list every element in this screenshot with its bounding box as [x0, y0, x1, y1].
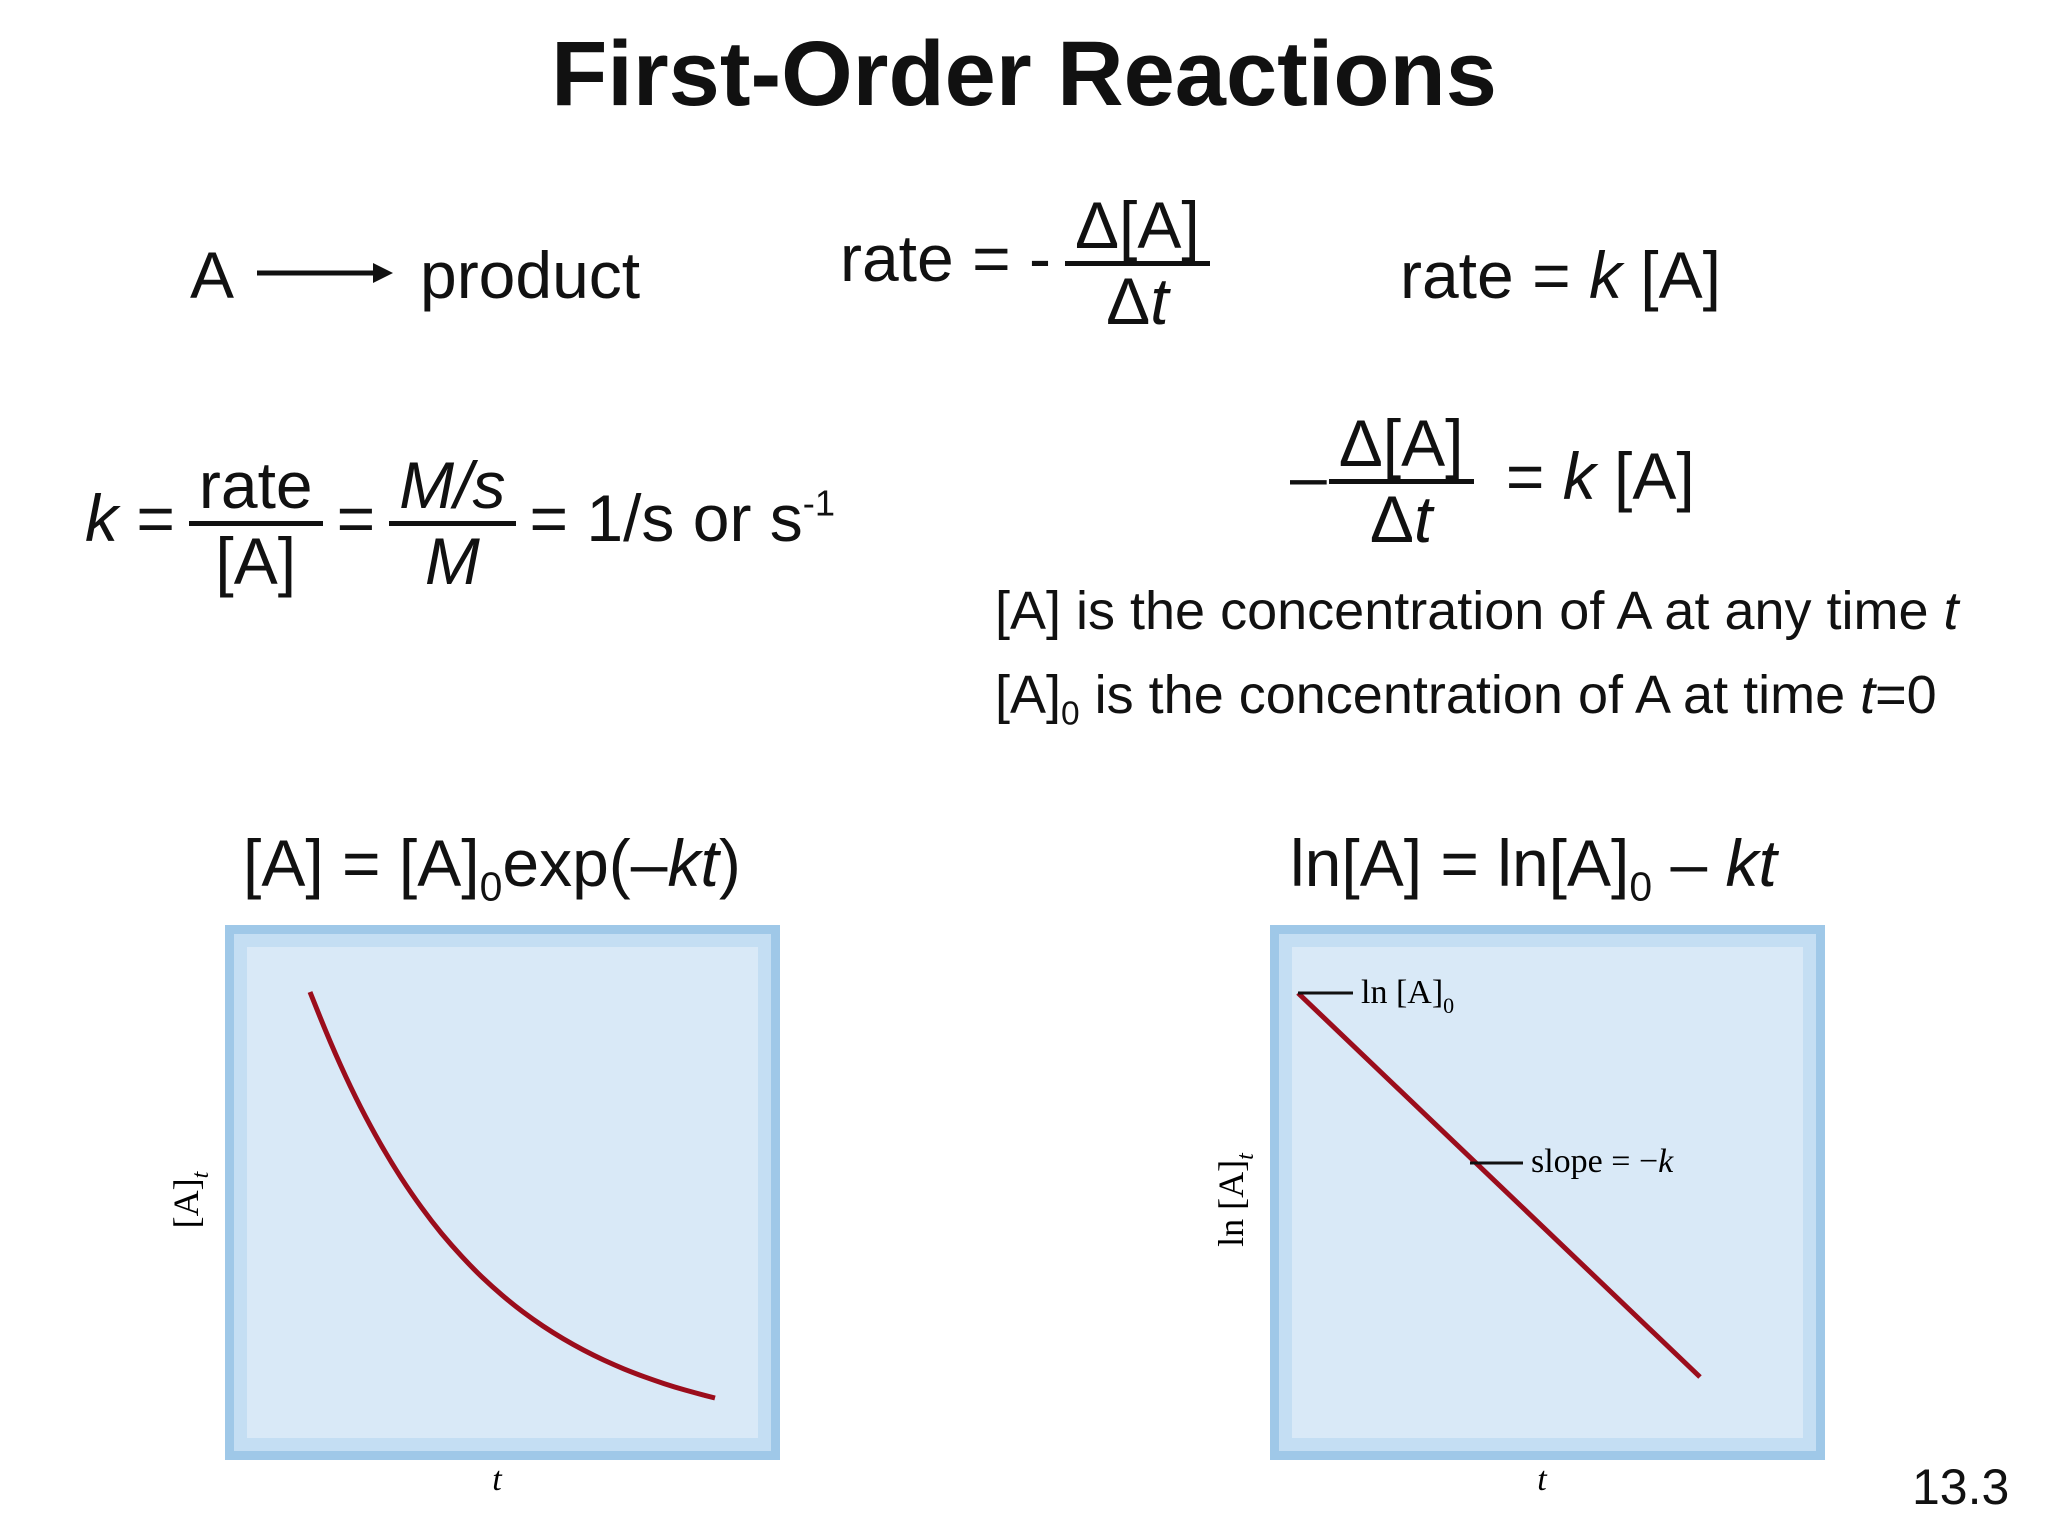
- rate-over-concentration: rate [A]: [188, 449, 323, 598]
- ln-concentration-vs-time-chart: ln [A]0 slope = −k ln [A]t t: [1211, 925, 1825, 1498]
- k-symbol: k: [85, 481, 118, 556]
- x-axis-label: t: [492, 1461, 503, 1498]
- differential-fraction: Δ[A] Δt: [1328, 407, 1474, 556]
- rate-definition: rate = - Δ[A] Δt: [840, 188, 1224, 339]
- plot-area: [247, 947, 758, 1438]
- fraction-bar: [1064, 261, 1210, 267]
- page-number: 13.3: [1912, 1459, 2010, 1515]
- rate-law: rate = k [A]: [1400, 238, 1721, 312]
- units-fraction: M/s M: [389, 449, 516, 598]
- fraction-numerator: Δ[A]: [1074, 188, 1200, 262]
- slope-annotation: slope = −k: [1531, 1143, 1674, 1180]
- units-result: = 1/s or s-1: [529, 481, 836, 556]
- product-label: product: [420, 238, 641, 312]
- k-units-equation: k = rate [A] = M/s M = 1/s or s-1: [85, 448, 836, 599]
- slide-title: First-Order Reactions: [551, 23, 1497, 125]
- concentration-vs-time-chart: [A]t t: [166, 925, 780, 1498]
- y-axis-label: ln [A]t: [1211, 1152, 1259, 1247]
- integrated-rate-law-exponential: [A] = [A]0exp(–kt): [243, 826, 741, 910]
- y-axis-label: [A]t: [166, 1170, 214, 1228]
- rate-definition-lhs: rate = -: [840, 221, 1051, 296]
- differential-rate-law: – Δ[A] Δt = k [A]: [1290, 406, 1695, 557]
- exponential-decay-curve: [307, 991, 716, 1401]
- linear-decay-line: [1296, 991, 1702, 1379]
- x-axis-label: t: [1537, 1461, 1548, 1498]
- fraction-denominator: Δt: [1106, 264, 1169, 339]
- rate-definition-fraction: Δ[A] Δt: [1064, 188, 1210, 339]
- description-initial-concentration: [A]0 is the concentration of A at time t…: [995, 665, 1937, 733]
- intercept-annotation: ln [A]0: [1361, 974, 1454, 1018]
- plot-area: [1292, 947, 1803, 1438]
- description-concentration-any-time: [A] is the concentration of A at any tim…: [995, 581, 1959, 641]
- reaction-arrow-icon: [257, 263, 393, 283]
- reactant-label: A: [190, 238, 235, 312]
- integrated-rate-law-log: ln[A] = ln[A]0 – kt: [1290, 826, 1777, 910]
